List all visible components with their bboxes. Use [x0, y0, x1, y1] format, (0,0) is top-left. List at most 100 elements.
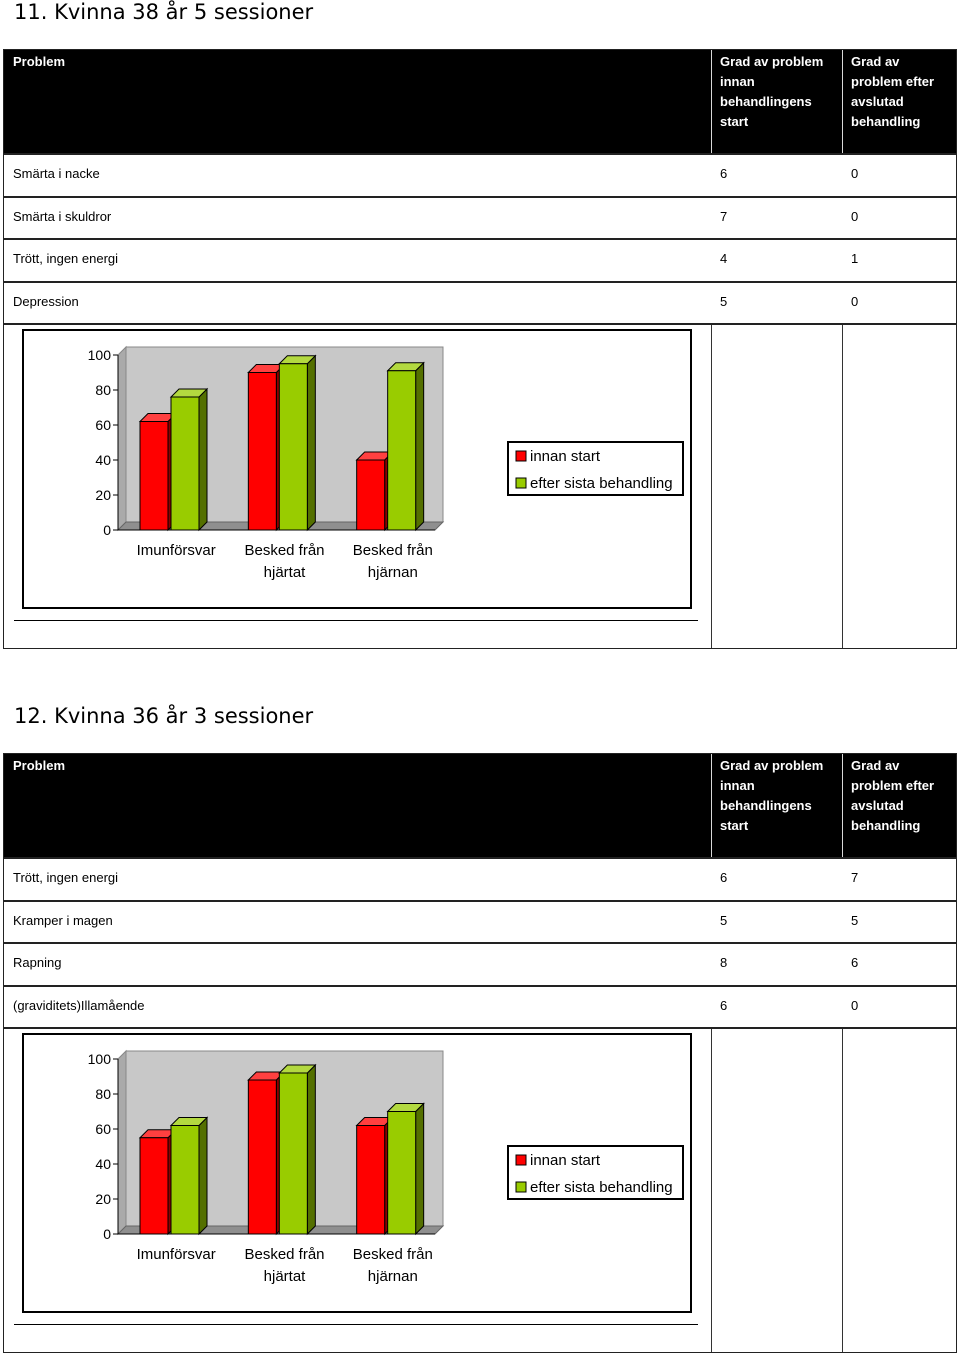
header-cell-line: Problem: [13, 758, 66, 773]
table-header: Problem Grad av problem innan behandlingens…: [4, 754, 956, 857]
x-category-label: Imunförsvar: [137, 1246, 216, 1263]
bar-side: [415, 1102, 425, 1236]
x-category-label: Imunförsvar: [137, 542, 216, 559]
after-value-cell: 0: [851, 208, 859, 224]
bar-side: [415, 361, 425, 532]
header-cell-line: behandling: [851, 818, 921, 833]
problem-cell: (graviditets)Illamående: [13, 997, 145, 1013]
bar: [247, 1079, 277, 1235]
header-cell-line: Grad av: [851, 54, 900, 69]
bar: [247, 372, 277, 531]
bar: [387, 1111, 417, 1235]
header-cell-line: avslutad: [851, 94, 904, 109]
header-cell: Grad av problem innan behandlingens start: [720, 754, 823, 836]
header-cell-line: problem efter: [851, 778, 935, 793]
y-tick-label: 80: [95, 1086, 111, 1102]
patient-section: 11. Kvinna 38 år 5 sessioner Problem Grad …: [0, 0, 960, 660]
x-category-label: Besked från: [353, 542, 433, 559]
chart-row: [4, 1027, 956, 1352]
header-cell: Grad av problem efter avslutad behandling: [851, 50, 934, 132]
header-cell-line: Grad av: [851, 758, 900, 773]
y-tick-label: 40: [95, 452, 111, 468]
before-value-cell: 6: [720, 166, 728, 181]
before-value-cell: 5: [720, 912, 728, 928]
section-title: 12. Kvinna 36 år 3 sessioner: [14, 704, 314, 728]
y-tick-label: 100: [88, 1051, 112, 1067]
y-tick-label: 0: [103, 1226, 111, 1242]
before-value-cell: 6: [720, 997, 728, 1013]
problem-cell: Kramper i magen: [13, 912, 113, 928]
after-value-cell: 1: [851, 251, 859, 266]
y-tick-label: 20: [95, 1191, 111, 1207]
header-divider: [842, 754, 843, 857]
header-cell: Grad av problem efter avslutad behandling: [851, 754, 934, 836]
section-title: 11. Kvinna 38 år 5 sessioner: [14, 0, 314, 24]
bar: [139, 1137, 169, 1235]
bar-side: [306, 1063, 316, 1236]
after-value-cell: 5: [851, 912, 859, 928]
table-row: Trött, ingen energi 6 7: [4, 857, 956, 899]
header-cell-line: behandlingens: [720, 798, 812, 813]
bar-chart: 0 20 40 60 80 100 Imunförsvar Besked från hjärta…: [22, 329, 692, 609]
before-value-cell: 4: [720, 251, 728, 266]
y-tick-label: 20: [95, 487, 111, 503]
header-cell-line: avslutad: [851, 798, 904, 813]
bar: [356, 1125, 386, 1235]
x-category-label: Besked från: [353, 1246, 433, 1263]
problem-cell: Trött, ingen energi: [13, 870, 119, 885]
header-cell-line: start: [720, 114, 749, 129]
bar: [387, 370, 417, 531]
x-category-label: hjärtat: [264, 1268, 307, 1285]
legend-label: innan start: [530, 448, 601, 465]
legend-label: innan start: [530, 1152, 601, 1169]
chart-row: [4, 323, 956, 648]
legend-box: [507, 1145, 684, 1200]
header-cell-line: Problem: [13, 54, 66, 69]
legend-swatch: [515, 450, 527, 462]
table-row: Smärta i skuldror 7 0: [4, 195, 956, 238]
y-tick-label: 60: [95, 1121, 111, 1137]
x-category-label: hjärnan: [368, 564, 418, 581]
after-value-cell: 0: [851, 997, 859, 1013]
header-cell-line: behandlingens: [720, 94, 812, 109]
header-cell-line: start: [720, 818, 749, 833]
before-value-cell: 8: [720, 955, 728, 970]
before-value-cell: 5: [720, 293, 728, 309]
after-value-cell: 6: [851, 955, 859, 970]
header-cell-line: Grad av problem: [720, 758, 824, 773]
y-tick-label: 60: [95, 417, 111, 433]
header-cell: Grad av problem innan behandlingens start: [720, 50, 823, 132]
chart-legend: innan start efter sista behandling: [507, 441, 684, 496]
bar: [278, 363, 308, 531]
bar-side: [198, 1116, 208, 1236]
plot-side-wall: [117, 345, 127, 532]
y-tick-label: 0: [103, 522, 111, 538]
y-tick-label: 80: [95, 382, 111, 398]
table-row: Smärta i nacke 6 0: [4, 153, 956, 195]
bar: [139, 421, 169, 531]
legend-swatch: [515, 1181, 527, 1193]
problem-cell: Smärta i skuldror: [13, 208, 112, 224]
legend-label: efter sista behandling: [530, 475, 673, 492]
header-cell-line: innan: [720, 778, 755, 793]
table-row: Rapning 8 6: [4, 942, 956, 984]
plot-side-wall: [117, 1049, 127, 1236]
results-table: Problem Grad av problem innan behandlingens…: [3, 753, 957, 1353]
table-row: Trött, ingen energi 4 1: [4, 238, 956, 280]
table-column-divider: [842, 325, 843, 648]
bar: [170, 396, 200, 531]
chart-legend: innan start efter sista behandling: [507, 1145, 684, 1200]
legend-swatch: [515, 477, 527, 489]
after-value-cell: 0: [851, 293, 859, 309]
table-column-divider: [711, 1029, 712, 1352]
table-row: Kramper i magen 5 5: [4, 899, 956, 942]
before-value-cell: 6: [720, 870, 728, 885]
y-tick-label: 40: [95, 1156, 111, 1172]
bar-side: [198, 387, 208, 532]
problem-cell: Depression: [13, 293, 79, 309]
legend-box: [507, 441, 684, 496]
x-category-label: hjärtat: [264, 564, 307, 581]
table-column-divider: [842, 1029, 843, 1352]
after-value-cell: 0: [851, 166, 859, 181]
problem-cell: Rapning: [13, 955, 62, 970]
